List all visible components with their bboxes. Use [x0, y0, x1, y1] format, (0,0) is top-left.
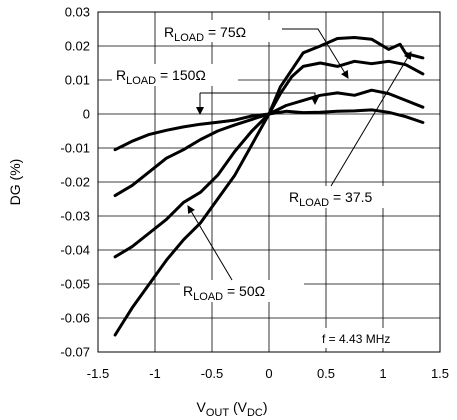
y-tick-label: -0.03: [60, 209, 90, 224]
arrow-rload-37: [330, 51, 412, 187]
y-tick-label: -0.05: [60, 277, 90, 292]
label-rload-75: RLOAD = 75Ω: [164, 24, 246, 44]
y-axis-title: DG (%): [7, 159, 23, 206]
y-tick-label: -0.02: [60, 175, 90, 190]
annotations: RLOAD = 75Ω RLOAD = 150Ω RLOAD = 37.5 RL…: [112, 20, 414, 348]
label-bg-37: [286, 186, 390, 208]
label-rload-50: RLOAD = 50Ω: [183, 283, 265, 303]
x-tick-labels: -1.5 -1 -0.5 0 0.5 1 1.5: [87, 366, 449, 381]
y-tick-label: 0: [83, 107, 90, 122]
label-bg-75: [160, 20, 280, 42]
x-axis-title: VOUT (VDC): [196, 399, 267, 419]
arrow-rload-50: [187, 205, 233, 281]
plot-frame: [97, 11, 441, 353]
series-lines: [113, 36, 425, 337]
y-tick-label: 0.03: [65, 5, 90, 20]
x-tick-label: 0.5: [317, 366, 335, 381]
note-bg: [318, 328, 414, 348]
y-tick-label: 0.01: [65, 73, 90, 88]
x-tick-label: 1.5: [431, 366, 449, 381]
y-tick-label: -0.01: [60, 141, 90, 156]
x-tick-label: 1: [379, 366, 386, 381]
series-line-r50: [113, 36, 425, 337]
arrow-rload-150-b: [200, 92, 319, 105]
frequency-note: f = 4.43 MHz: [322, 332, 390, 346]
x-tick-label: -0.5: [201, 366, 223, 381]
label-bg-150: [112, 64, 238, 86]
arrow-rload-75: [282, 28, 349, 79]
label-rload-37: RLOAD = 37.5: [289, 189, 373, 209]
x-tick-label: 0: [265, 366, 272, 381]
x-tick-label: -1.5: [87, 366, 109, 381]
x-tick-label: -1: [149, 366, 161, 381]
y-tick-label: -0.07: [60, 345, 90, 360]
y-tick-label: -0.06: [60, 311, 90, 326]
y-tick-label: 0.02: [65, 39, 90, 54]
y-tick-label: -0.04: [60, 243, 90, 258]
label-bg-50: [180, 280, 304, 302]
y-tick-labels: 0.03 0.02 0.01 0 -0.01 -0.02 -0.03 -0.04 -0.05 -0…: [60, 5, 90, 360]
label-rload-150: RLOAD = 150Ω: [116, 67, 206, 87]
